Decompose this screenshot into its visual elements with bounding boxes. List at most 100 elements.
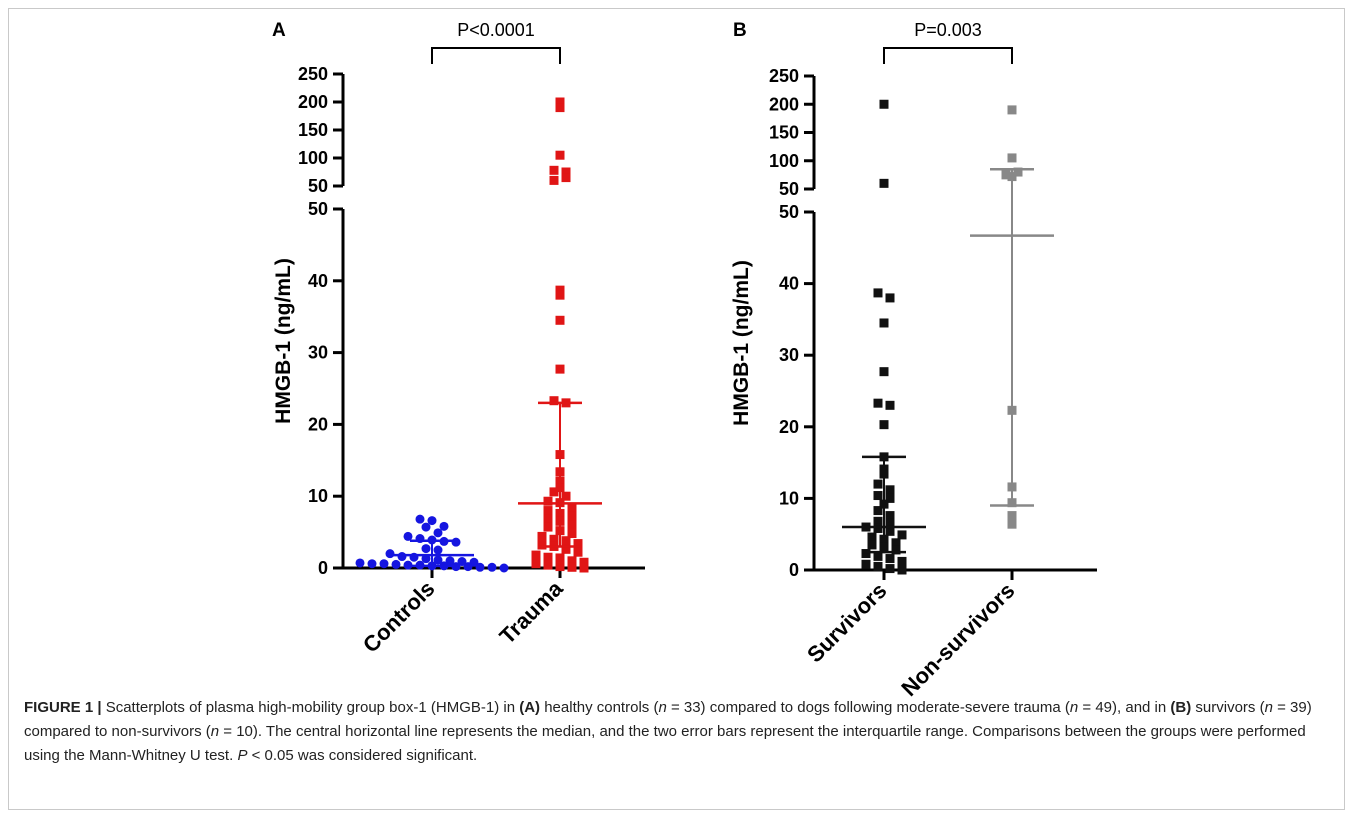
p-value-label: P<0.0001 <box>457 20 535 40</box>
data-point <box>867 532 877 542</box>
data-point <box>561 536 571 546</box>
caption-text: (B) <box>1170 699 1192 716</box>
data-point <box>451 562 461 572</box>
data-point <box>885 493 895 503</box>
data-point <box>457 557 467 567</box>
data-point <box>897 556 907 566</box>
data-point <box>549 175 559 185</box>
data-point <box>861 559 871 569</box>
data-point <box>873 516 883 526</box>
x-category-label: Controls <box>358 576 440 658</box>
data-point <box>397 552 407 562</box>
data-point <box>879 367 889 377</box>
data-point <box>433 528 443 538</box>
figure-caption: FIGURE 1 | Scatterplots of plasma high-m… <box>24 696 1324 768</box>
data-point <box>403 560 413 570</box>
data-point <box>1007 511 1017 521</box>
y-axis-label: HMGB-1 (ng/mL) <box>272 258 295 424</box>
data-point <box>579 557 589 567</box>
y-tick-label: 50 <box>308 199 328 219</box>
data-point <box>543 506 553 516</box>
data-point <box>499 563 509 573</box>
data-point <box>573 547 583 557</box>
data-point <box>385 549 395 559</box>
p-value-label: P=0.003 <box>914 20 982 40</box>
data-point <box>543 552 553 562</box>
y-tick-label: 100 <box>769 151 799 171</box>
data-point <box>421 554 431 564</box>
data-point <box>873 491 883 501</box>
data-point <box>885 554 895 564</box>
data-point <box>543 560 553 570</box>
x-category-label: Non-survivors <box>896 578 1019 700</box>
data-point <box>885 485 895 495</box>
data-point <box>567 520 577 530</box>
y-tick-label: 100 <box>298 148 328 168</box>
data-point <box>891 538 901 548</box>
data-point <box>549 165 559 175</box>
data-point <box>445 556 455 566</box>
caption-label: FIGURE 1 | <box>24 699 102 716</box>
data-point <box>897 530 907 540</box>
data-point <box>567 562 577 572</box>
data-point <box>403 531 413 541</box>
data-point <box>555 285 565 295</box>
data-point <box>549 396 559 406</box>
data-point <box>867 540 877 550</box>
data-point <box>555 97 565 107</box>
caption-text: survivors ( <box>1191 699 1265 716</box>
caption-text: Scatterplots of plasma high-mobility gro… <box>101 699 520 716</box>
data-point <box>463 562 473 572</box>
caption-text: = 49), and in <box>1078 699 1171 716</box>
series-non-survivors <box>970 105 1054 529</box>
y-tick-label: 50 <box>779 202 799 222</box>
caption-text: = 10). The central horizontal line repre… <box>24 723 1306 764</box>
data-point <box>555 150 565 160</box>
y-tick-label: 30 <box>779 345 799 365</box>
caption-text: healthy controls ( <box>540 699 659 716</box>
y-axis-label: HMGB-1 (ng/mL) <box>730 260 753 426</box>
data-point <box>451 537 461 547</box>
caption-text: = 39) compared to non-survivors ( <box>24 699 1312 740</box>
y-tick-label: 40 <box>308 271 328 291</box>
data-point <box>885 526 895 536</box>
y-tick-label: 150 <box>769 123 799 143</box>
data-point <box>367 559 377 569</box>
data-point <box>475 562 485 572</box>
data-point <box>379 559 389 569</box>
y-tick-label: 0 <box>789 560 799 580</box>
data-point <box>561 491 571 501</box>
caption-text: < 0.05 was considered significant. <box>247 747 478 764</box>
panel-label: A <box>272 20 286 41</box>
caption-text: (A) <box>519 699 541 716</box>
panel-label: B <box>733 20 747 41</box>
data-point <box>891 545 901 555</box>
data-point <box>567 556 577 566</box>
y-tick-label: 50 <box>779 179 799 199</box>
y-tick-label: 10 <box>779 488 799 508</box>
significance-bracket <box>431 47 561 64</box>
y-tick-label: 0 <box>318 558 328 578</box>
data-point <box>879 178 889 188</box>
data-point <box>897 565 907 575</box>
caption-text: n <box>658 699 667 716</box>
data-point <box>885 564 895 574</box>
data-point <box>531 550 541 560</box>
y-tick-label: 20 <box>779 417 799 437</box>
caption-text: P <box>237 747 248 764</box>
data-point <box>567 529 577 539</box>
data-point <box>555 290 565 300</box>
data-point <box>873 479 883 489</box>
data-point <box>433 555 443 565</box>
data-point <box>1001 170 1011 180</box>
data-point <box>421 544 431 554</box>
data-point <box>537 531 547 541</box>
caption-text: n <box>210 723 220 740</box>
series-controls <box>355 514 509 573</box>
data-point <box>573 539 583 549</box>
data-point <box>873 398 883 408</box>
y-tick-label: 150 <box>298 120 328 140</box>
data-point <box>555 364 565 374</box>
data-point <box>885 400 895 410</box>
